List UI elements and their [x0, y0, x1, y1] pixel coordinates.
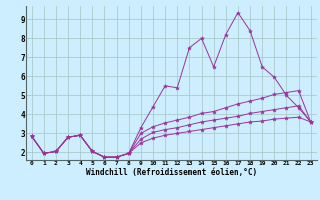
X-axis label: Windchill (Refroidissement éolien,°C): Windchill (Refroidissement éolien,°C) [86, 168, 257, 177]
